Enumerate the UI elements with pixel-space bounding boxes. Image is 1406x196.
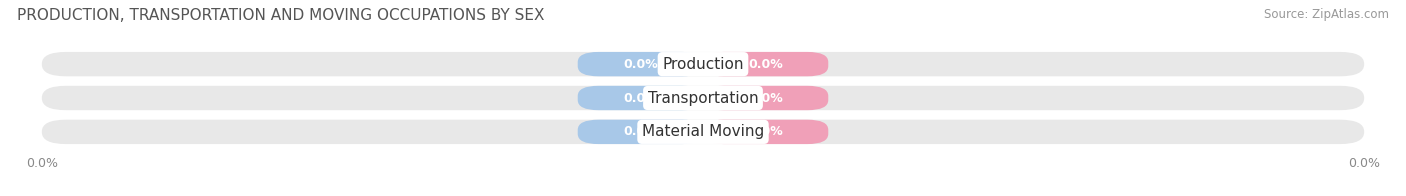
FancyBboxPatch shape (578, 52, 703, 76)
FancyBboxPatch shape (703, 120, 828, 144)
Text: 0.0%: 0.0% (748, 92, 783, 104)
Text: 0.0%: 0.0% (748, 58, 783, 71)
Text: Source: ZipAtlas.com: Source: ZipAtlas.com (1264, 8, 1389, 21)
Text: PRODUCTION, TRANSPORTATION AND MOVING OCCUPATIONS BY SEX: PRODUCTION, TRANSPORTATION AND MOVING OC… (17, 8, 544, 23)
FancyBboxPatch shape (703, 86, 828, 110)
Text: Transportation: Transportation (648, 91, 758, 105)
Text: 0.0%: 0.0% (623, 125, 658, 138)
FancyBboxPatch shape (42, 120, 1364, 144)
Text: 0.0%: 0.0% (623, 92, 658, 104)
Text: 0.0%: 0.0% (623, 58, 658, 71)
FancyBboxPatch shape (578, 120, 703, 144)
Text: Production: Production (662, 57, 744, 72)
Legend: Male, Female: Male, Female (640, 192, 766, 196)
Text: Material Moving: Material Moving (643, 124, 763, 139)
Text: 0.0%: 0.0% (748, 125, 783, 138)
FancyBboxPatch shape (42, 52, 1364, 76)
FancyBboxPatch shape (42, 86, 1364, 110)
FancyBboxPatch shape (703, 52, 828, 76)
FancyBboxPatch shape (578, 86, 703, 110)
